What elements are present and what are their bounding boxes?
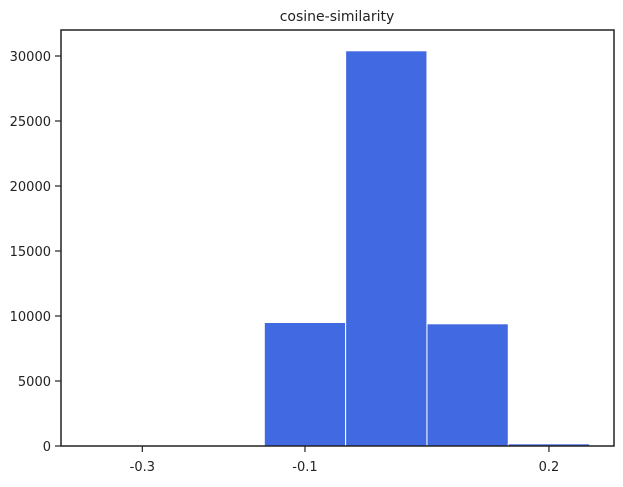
chart-title: cosine-similarity [280, 9, 395, 25]
y-tick-label-1: 0 [43, 440, 51, 455]
x-axis: -0.3 -0.1 0.2 [130, 446, 560, 475]
y-tick-label-3: 10000 [10, 310, 51, 325]
y-axis: 0 5000 10000 15000 20000 25000 30000 [10, 50, 61, 455]
y-tick-label-5: 20000 [10, 180, 51, 195]
plot-frame [60, 29, 615, 447]
y-tick-label-4: 15000 [10, 245, 51, 260]
histogram-bar-4 [345, 50, 428, 447]
x-tick-label-1: -0.3 [130, 460, 155, 475]
x-tick-label-3: 0.2 [539, 460, 560, 475]
histogram-bars [101, 50, 591, 447]
histogram-bar-5 [426, 323, 509, 447]
y-tick-label-7: 30000 [10, 50, 51, 65]
y-tick-label-6: 25000 [10, 115, 51, 130]
y-tick-label-2: 5000 [18, 375, 51, 390]
x-tick-label-2: -0.1 [292, 460, 317, 475]
histogram-bar-3 [263, 322, 347, 447]
